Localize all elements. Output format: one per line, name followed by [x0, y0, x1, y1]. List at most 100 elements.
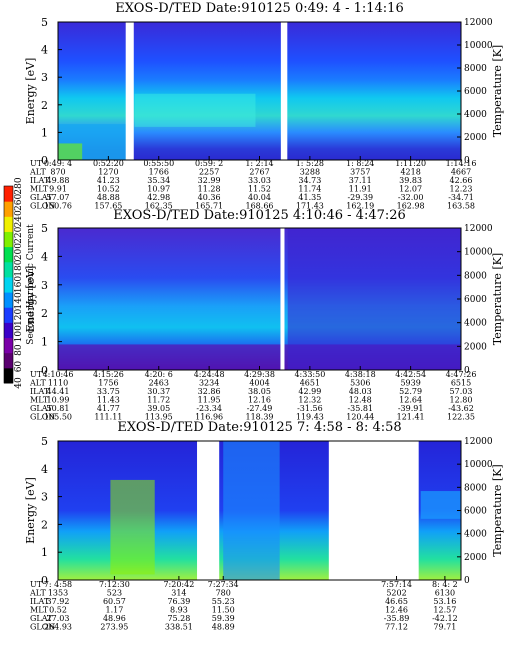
table-cell: -34.71 [448, 193, 474, 202]
table-cell: 37.92 [47, 597, 70, 606]
colorbar-swatch [4, 322, 13, 339]
table-row-label: UT [30, 159, 43, 168]
colorbar-label: Second Harmonic Current [26, 224, 36, 345]
y-tick-label: 3 [41, 279, 48, 292]
y2-tick-label: 10000 [464, 41, 493, 51]
table-cell: 10.52 [97, 185, 120, 194]
table-cell: -43.62 [448, 404, 474, 413]
table-cell: 8.93 [170, 606, 188, 615]
table-cell: -35.89 [384, 614, 410, 623]
table-cell: 48.96 [103, 614, 126, 623]
y-tick-label: 2 [41, 518, 48, 531]
y-tick-label: 4 [41, 463, 48, 476]
table-row-label: ILAT [30, 176, 50, 185]
table-cell: 39.83 [399, 176, 422, 185]
table-cell: 33.03 [248, 176, 271, 185]
y-tick-label: 3 [41, 491, 48, 504]
table-cell: 53.16 [433, 597, 456, 606]
table-cell: 35.34 [147, 176, 170, 185]
table-cell: 3288 [300, 168, 320, 177]
table-cell: 4218 [400, 168, 420, 177]
table-cell: 49.88 [47, 176, 70, 185]
table-cell: 4004 [249, 379, 269, 388]
table-cell: 5306 [350, 379, 370, 388]
table-cell: 60.57 [103, 597, 126, 606]
table-cell: 2463 [149, 379, 169, 388]
colorbar-tick-label: 140 [14, 292, 24, 309]
colorbar-tick-label: 240 [14, 210, 24, 227]
table-cell: 118.39 [246, 413, 274, 422]
y-tick-label: 1 [41, 546, 48, 559]
table-cell: 57.03 [450, 387, 473, 396]
spectrogram-band [58, 143, 83, 160]
colorbar-swatch [4, 246, 13, 263]
table-cell: 11.50 [212, 606, 235, 615]
table-cell: 7:12:30 [99, 580, 130, 589]
table-cell: 168.66 [246, 202, 274, 211]
table-cell: 7:20:42 [163, 580, 194, 589]
y2-tick-label: 6000 [464, 87, 487, 97]
table-cell: 48.88 [97, 193, 120, 202]
colorbar-swatch [4, 307, 13, 323]
table-cell: 120.44 [346, 413, 374, 422]
table-cell: 9.91 [49, 185, 67, 194]
table-cell: 121.41 [397, 413, 425, 422]
table-cell: 11.28 [198, 185, 221, 194]
y2-tick-label: 10000 [464, 248, 493, 258]
table-cell: 4:47:26 [446, 370, 477, 379]
table-cell: 3234 [199, 379, 219, 388]
table-row-label: MLT [30, 606, 49, 615]
table-cell: 2257 [199, 168, 219, 177]
data-gap [280, 22, 288, 160]
table-cell: 8: 4: 2 [432, 580, 458, 589]
chart-title: EXOS-D/TED Date:910125 4:10:46 - 4:47:26 [113, 208, 406, 223]
table-cell: 12.32 [298, 396, 321, 405]
y2-axis-label: Temperature [K] [491, 253, 504, 345]
y-tick-label: 2 [41, 99, 48, 112]
table-row-label: UT [30, 370, 43, 379]
table-cell: 4:42:54 [395, 370, 426, 379]
table-row-label: GLON [30, 202, 55, 211]
table-cell: 2767 [249, 168, 269, 177]
y-tick-label: 3 [41, 71, 48, 84]
table-cell: 0:52:20 [93, 159, 124, 168]
y2-tick-label: 2000 [464, 133, 487, 143]
y2-tick-label: 10000 [464, 460, 493, 470]
y2-tick-label: 2000 [464, 553, 487, 563]
y-axis-label: Energy [eV] [24, 477, 37, 544]
y2-tick-label: 6000 [464, 507, 487, 517]
table-row-label: ALT [29, 168, 46, 177]
table-cell: 12.48 [349, 396, 372, 405]
colorbar-tick-label: 180 [14, 259, 24, 276]
chart-title: EXOS-D/TED Date:910125 0:49: 4 - 1:14:16 [115, 1, 403, 16]
table-cell: 171.43 [296, 202, 324, 211]
table-cell: 5939 [400, 379, 420, 388]
table-cell: 32.86 [198, 387, 221, 396]
y2-tick-label: 8000 [464, 64, 487, 74]
y2-tick-label: 12000 [464, 18, 493, 28]
table-cell: -23.34 [196, 404, 222, 413]
colorbar-tick-label: 260 [14, 194, 24, 211]
y2-tick-label: 8000 [464, 271, 487, 281]
table-cell: 42.98 [147, 193, 170, 202]
table-cell: 119.43 [296, 413, 324, 422]
table-cell: 12.57 [433, 606, 456, 615]
y2-tick-label: 4000 [464, 530, 487, 540]
table-cell: 79.71 [433, 623, 456, 632]
y-tick-label: 4 [41, 250, 48, 263]
table-cell: 6515 [451, 379, 471, 388]
table-cell: -31.56 [297, 404, 323, 413]
table-cell: 59.39 [212, 614, 235, 623]
table-cell: 75.28 [167, 614, 190, 623]
colorbar-tick-label: 160 [14, 276, 24, 293]
y2-tick-label: 12000 [464, 224, 493, 234]
y-tick-label: 5 [41, 222, 48, 235]
y2-tick-label: 4000 [464, 110, 487, 120]
y-tick-label: 5 [41, 435, 48, 448]
table-cell: 38.05 [248, 387, 271, 396]
table-cell: 4667 [451, 168, 471, 177]
y2-tick-label: 4000 [464, 319, 487, 329]
y2-tick-label: 12000 [464, 437, 493, 447]
table-cell: 10.97 [147, 185, 170, 194]
table-cell: 4:10:46 [43, 370, 74, 379]
